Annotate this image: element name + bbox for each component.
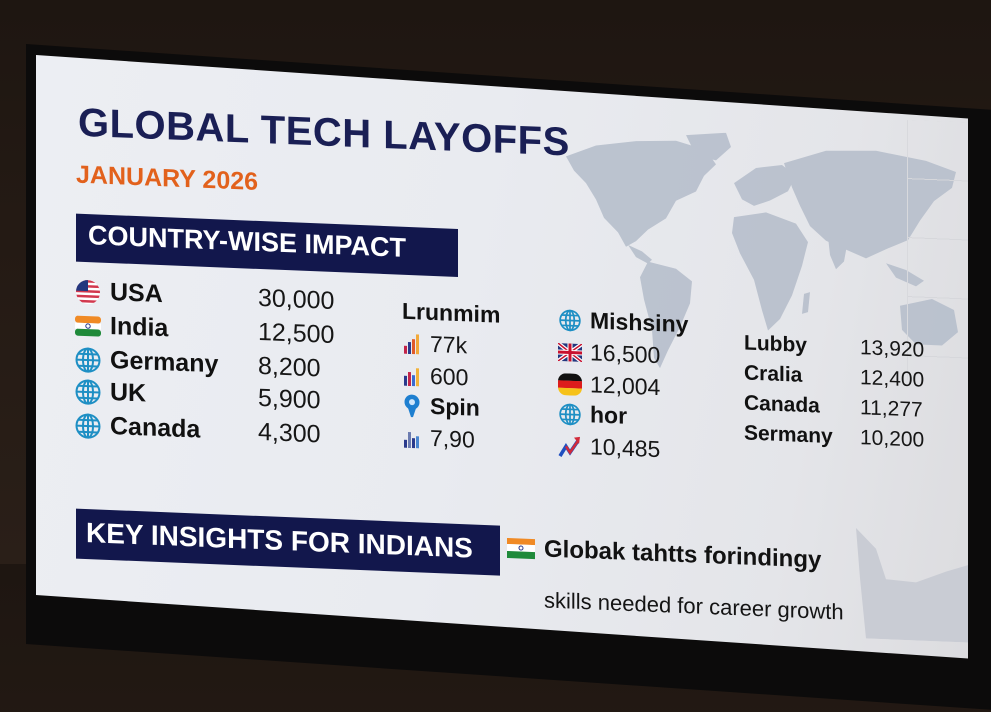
globe-icon xyxy=(74,346,102,373)
germany-flag-icon xyxy=(558,371,582,398)
page-title: GLOBAL TECH LAYOFFS xyxy=(78,100,570,165)
map-fragment-graphic xyxy=(856,527,968,643)
layoff-count: 4,300 xyxy=(258,417,321,449)
usa-flag-icon xyxy=(74,278,102,305)
layoff-count: 11,277 xyxy=(860,396,923,422)
layoff-count: 30,000 xyxy=(258,283,335,316)
value-text: hor xyxy=(590,401,628,429)
layoff-count: 8,200 xyxy=(258,351,321,383)
trend-up-icon xyxy=(558,433,582,460)
bar-chart-icon xyxy=(402,362,422,389)
country-list-secondary: Lrunmim 77k 600 Spin xyxy=(36,55,968,453)
list-item: USA 30,000 xyxy=(74,277,374,318)
layoff-count: 13,920 xyxy=(860,336,925,362)
value-text: 16,500 xyxy=(590,339,661,369)
value-text: 600 xyxy=(430,362,469,391)
country-label: Sermany xyxy=(744,421,833,449)
india-flag-icon xyxy=(74,312,102,339)
insight-text: Globak tahtts forindingy xyxy=(544,535,822,574)
partial-insight-text: skills needed for career growth xyxy=(544,587,844,625)
value-text: 7,90 xyxy=(430,424,475,453)
section-heading-key-insights: KEY INSIGHTS FOR INDIANS xyxy=(76,508,500,576)
column-heading: Lrunmim xyxy=(402,298,500,329)
column-heading-label: Mishsiny xyxy=(590,307,689,338)
page-subtitle: JANUARY 2026 xyxy=(76,160,259,196)
list-item: 12,004 xyxy=(558,370,660,401)
country-label: USA xyxy=(110,277,163,309)
list-item: India 12,500 xyxy=(74,311,374,352)
list-item: 600 xyxy=(402,362,468,392)
list-item: Canada 4,300 xyxy=(74,411,374,452)
list-item: Spin xyxy=(402,392,480,422)
bar-chart-icon xyxy=(402,424,422,451)
list-item: 10,485 xyxy=(558,432,660,463)
uk-flag-icon xyxy=(558,339,582,366)
globe-icon xyxy=(74,412,102,439)
list-item: 7,90 xyxy=(402,424,475,454)
list-item: 16,500 xyxy=(558,338,660,369)
globe-icon xyxy=(558,401,582,428)
list-item: Germany 8,200 xyxy=(74,345,374,386)
value-text: 12,004 xyxy=(590,371,661,401)
layoff-count: 12,500 xyxy=(258,317,335,350)
list-item: hor xyxy=(558,400,627,430)
country-label: UK xyxy=(110,377,147,408)
layoff-count: 12,400 xyxy=(860,366,925,392)
country-label: Germany xyxy=(110,345,219,379)
globe-icon xyxy=(74,378,102,405)
layoff-count: 10,200 xyxy=(860,426,925,452)
list-item: 77k xyxy=(402,330,467,360)
country-label: India xyxy=(110,311,169,343)
country-list-primary: USA 30,000 India 12,500 xyxy=(36,55,968,448)
country-label: Lubby xyxy=(744,331,807,358)
slide: GLOBAL TECH LAYOFFS JANUARY 2026 COUNTRY… xyxy=(36,55,968,643)
list-item: Sermany 10,200 xyxy=(744,421,924,452)
list-item: UK 5,900 xyxy=(74,377,374,418)
bar-chart-icon xyxy=(402,330,422,357)
value-text: 77k xyxy=(430,330,468,359)
display-screen: GLOBAL TECH LAYOFFS JANUARY 2026 COUNTRY… xyxy=(36,55,968,659)
insight-item: Globak tahtts forindingy xyxy=(506,534,821,575)
country-label: Canada xyxy=(110,411,201,444)
india-flag-icon xyxy=(506,535,536,562)
country-list-tertiary: Mishsiny 16,500 xyxy=(36,55,968,462)
value-text: 10,485 xyxy=(590,433,661,463)
globe-icon xyxy=(558,307,582,334)
column-heading-label: Lrunmim xyxy=(402,297,501,328)
value-text: Spin xyxy=(430,392,480,421)
column-heading: Mishsiny xyxy=(558,306,688,338)
lightbulb-icon xyxy=(402,392,422,419)
layoff-count: 5,900 xyxy=(258,383,321,415)
section-heading-country-impact: COUNTRY-WISE IMPACT xyxy=(76,213,458,277)
country-label: Canada xyxy=(744,391,820,418)
country-label: Cralia xyxy=(744,361,803,387)
